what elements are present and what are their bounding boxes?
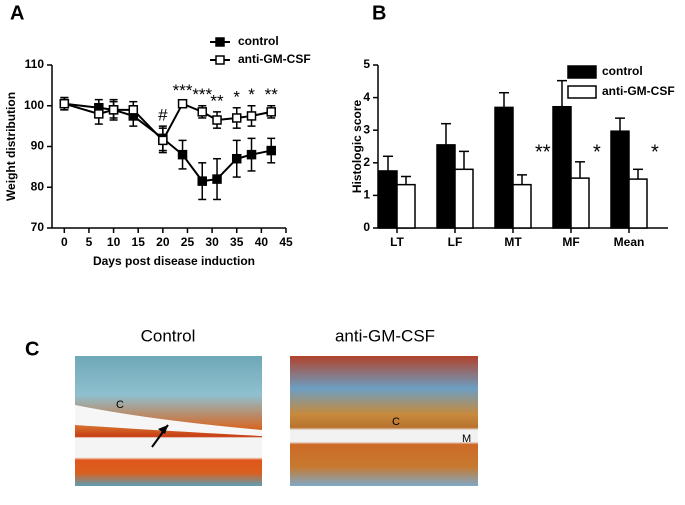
- x-tick-label: 30: [205, 235, 219, 249]
- y-tick-label: 110: [25, 57, 45, 71]
- x-tick-label: 10: [107, 235, 121, 249]
- y-tick-label: 0: [363, 220, 370, 234]
- significance: **: [210, 91, 224, 110]
- histology-image: [290, 356, 478, 486]
- x-tick-label: 45: [279, 235, 293, 249]
- bar: [610, 130, 630, 229]
- image-label: C: [392, 416, 400, 428]
- x-tick-label: 0: [61, 235, 68, 249]
- bar: [454, 168, 474, 229]
- marker: [212, 115, 222, 125]
- marker: [231, 113, 242, 123]
- joint-space: [75, 405, 262, 436]
- significance: **: [535, 141, 551, 163]
- y-tick-label: 90: [31, 139, 45, 153]
- x-tick-label: LF: [448, 235, 463, 249]
- panel-label: C: [25, 338, 39, 360]
- marker: [94, 109, 104, 119]
- significance: *: [593, 141, 601, 163]
- bar: [552, 105, 572, 229]
- y-axis-label: Weight distribution: [4, 92, 18, 201]
- x-tick-label: LT: [390, 235, 404, 249]
- bar: [628, 178, 648, 229]
- significance: ***: [173, 81, 193, 100]
- marker: [246, 149, 257, 160]
- y-tick-label: 3: [363, 122, 370, 136]
- image-label: C: [116, 399, 124, 411]
- marker: [197, 176, 208, 186]
- significance: *: [233, 87, 240, 106]
- significance: *: [651, 141, 659, 163]
- marker: [177, 149, 188, 160]
- x-tick-label: MF: [562, 235, 579, 249]
- marker: [212, 174, 222, 184]
- legend-marker: [215, 55, 225, 65]
- panel-label: A: [10, 2, 24, 24]
- x-tick-label: 25: [181, 235, 195, 249]
- marker: [197, 107, 208, 117]
- y-tick-label: 5: [363, 57, 370, 71]
- legend-label: anti-GM-CSF: [238, 52, 311, 66]
- image-label: M: [462, 433, 471, 445]
- legend-label: control: [602, 64, 643, 78]
- y-tick-label: 70: [31, 220, 45, 234]
- marker: [266, 145, 276, 156]
- image-title: Control: [141, 326, 196, 345]
- marker: [177, 98, 188, 109]
- legend-label: control: [238, 34, 279, 48]
- histology-panel: [75, 356, 478, 486]
- x-tick-label: 35: [230, 235, 244, 249]
- bar: [378, 170, 398, 229]
- legend-label: anti-GM-CSF: [602, 84, 675, 98]
- x-axis-label: Days post disease induction: [93, 254, 255, 268]
- marker: [108, 105, 119, 115]
- bar: [396, 183, 416, 229]
- y-tick-label: 1: [363, 188, 370, 202]
- y-tick-label: 4: [363, 90, 370, 104]
- x-tick-label: 5: [86, 235, 93, 249]
- x-tick-label: 15: [132, 235, 146, 249]
- y-tick-label: 2: [363, 155, 370, 169]
- x-tick-label: Mean: [614, 235, 645, 249]
- bar: [512, 183, 532, 229]
- legend-swatch: [567, 85, 597, 99]
- panel-label: B: [372, 2, 386, 24]
- significance: #: [158, 106, 168, 125]
- y-tick-label: 100: [24, 98, 44, 112]
- marker: [128, 105, 139, 115]
- bar: [494, 106, 514, 229]
- x-tick-label: MT: [504, 235, 522, 249]
- x-tick-label: 20: [156, 235, 170, 249]
- y-axis-label: Histologic score: [350, 99, 364, 193]
- marker: [158, 135, 168, 146]
- x-tick-label: 40: [255, 235, 269, 249]
- y-tick-label: 80: [31, 179, 45, 193]
- marker: [59, 98, 70, 109]
- significance: **: [265, 85, 279, 104]
- marker: [231, 153, 242, 164]
- bar: [570, 177, 590, 229]
- legend-swatch: [567, 65, 597, 79]
- significance: ***: [192, 85, 212, 104]
- legend-marker: [215, 37, 225, 47]
- significance: *: [248, 85, 255, 104]
- marker: [246, 111, 257, 121]
- arrow-head: [158, 425, 168, 434]
- image-title: anti-GM-CSF: [335, 326, 435, 345]
- marker: [266, 107, 276, 117]
- bar: [436, 144, 456, 229]
